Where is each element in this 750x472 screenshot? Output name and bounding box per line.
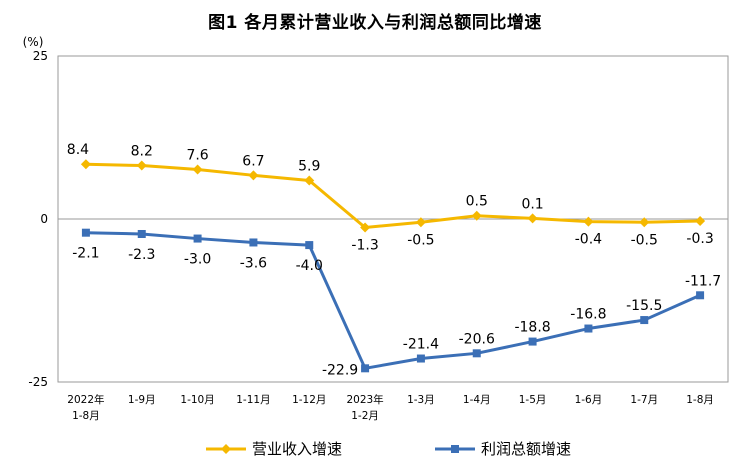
data-label: -0.4 xyxy=(575,232,602,248)
data-point xyxy=(249,238,258,247)
x-tick-label: 1-6月 xyxy=(575,394,603,406)
data-point xyxy=(472,349,481,358)
y-tick-label: -25 xyxy=(28,375,48,389)
legend-item: 利润总额增速 xyxy=(435,440,571,458)
legend-marker xyxy=(221,444,231,454)
legend: 营业收入增速 利润总额增速 xyxy=(206,440,571,458)
data-label: -4.0 xyxy=(296,258,323,274)
data-label: 5.9 xyxy=(298,159,320,175)
data-point xyxy=(81,228,90,237)
data-point xyxy=(640,316,649,325)
data-point xyxy=(416,354,425,363)
data-point xyxy=(248,170,259,181)
x-tick-label: 1-7月 xyxy=(630,394,658,406)
legend-item: 营业收入增速 xyxy=(206,440,342,458)
data-label: -3.6 xyxy=(240,255,267,271)
data-label: 8.4 xyxy=(67,142,89,158)
y-axis-ticks: 25 0 -25 xyxy=(28,49,48,389)
data-point xyxy=(696,291,705,300)
series-layer: 8.4 8.2 7.6 6.7 5.9 -1.3 -0.5 0.5 0.1 -0.4 -0.5 -0.… xyxy=(67,142,721,378)
x-tick-label: 1-11月 xyxy=(236,394,270,406)
data-label: -0.3 xyxy=(686,231,713,247)
data-point xyxy=(305,241,314,250)
data-point xyxy=(137,229,146,238)
data-point xyxy=(639,217,650,228)
data-label: -11.7 xyxy=(685,273,721,289)
data-label: 0.5 xyxy=(466,194,488,210)
data-label: -18.8 xyxy=(514,320,550,336)
data-point xyxy=(80,159,91,170)
x-tick-label: 1-8月 xyxy=(72,410,100,422)
series-line xyxy=(85,231,701,370)
data-point xyxy=(527,213,538,224)
data-label: -3.0 xyxy=(184,252,211,268)
x-tick-label: 1-2月 xyxy=(351,410,379,422)
legend-label: 利润总额增速 xyxy=(481,440,571,458)
series-line xyxy=(85,162,701,229)
data-point xyxy=(192,164,203,175)
data-label: -2.1 xyxy=(72,246,99,262)
data-label: -22.9 xyxy=(322,362,358,378)
data-label: -0.5 xyxy=(407,232,434,248)
legend-marker xyxy=(451,445,459,453)
data-point xyxy=(695,215,706,226)
x-axis-ticks: 2022年 1-8月 1-9月 1-10月 1-11月 1-12月 2023年 1-2月 1-3… xyxy=(67,393,714,422)
legend-label: 营业收入增速 xyxy=(252,440,342,458)
data-label: -1.3 xyxy=(351,237,378,253)
data-point xyxy=(528,337,537,346)
x-tick-label: 1-8月 xyxy=(686,394,714,406)
chart-title: 图1 各月累计营业收入与利润总额同比增速 xyxy=(208,13,542,33)
data-point xyxy=(193,234,202,243)
data-point xyxy=(361,364,370,373)
data-label: -20.6 xyxy=(459,331,495,347)
data-point xyxy=(584,324,593,333)
data-point xyxy=(304,175,315,186)
data-label: -0.5 xyxy=(631,232,658,248)
data-point xyxy=(360,222,371,233)
data-label: -16.8 xyxy=(570,307,606,323)
data-label: -2.3 xyxy=(128,247,155,263)
x-tick-label: 1-3月 xyxy=(407,394,435,406)
x-tick-label: 1-4月 xyxy=(463,394,491,406)
x-tick-label: 1-9月 xyxy=(128,394,156,406)
x-tick-label: 1-5月 xyxy=(519,394,547,406)
data-label: -15.5 xyxy=(626,298,662,314)
data-label: 0.1 xyxy=(521,196,543,212)
x-tick-label: 2023年 xyxy=(346,393,383,406)
y-unit-label: (%) xyxy=(23,35,44,49)
x-tick-label: 2022年 xyxy=(67,393,104,406)
y-tick-label: 0 xyxy=(40,212,48,226)
data-label: 7.6 xyxy=(186,147,208,163)
data-label: 6.7 xyxy=(242,153,264,169)
series-revenue: 8.4 8.2 7.6 6.7 5.9 -1.3 -0.5 0.5 0.1 -0.4 -0.5 -0.… xyxy=(67,142,714,253)
y-tick-label: 25 xyxy=(33,49,48,63)
data-label: -21.4 xyxy=(403,337,439,353)
data-label: 8.2 xyxy=(131,144,153,160)
data-point xyxy=(136,160,147,171)
data-point xyxy=(415,217,426,228)
data-point xyxy=(583,216,594,227)
x-tick-label: 1-12月 xyxy=(292,394,326,406)
x-tick-label: 1-10月 xyxy=(180,394,214,406)
series-profit: -2.1 -2.3 -3.0 -3.6 -4.0 -22.9 -21.4 -20.6 -18.8… xyxy=(72,228,721,378)
data-point xyxy=(471,210,482,221)
